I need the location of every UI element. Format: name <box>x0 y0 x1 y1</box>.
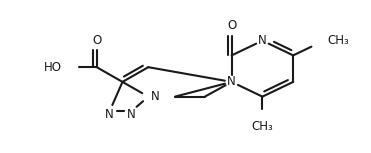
Text: CH₃: CH₃ <box>252 120 273 133</box>
Text: O: O <box>92 34 101 47</box>
Text: HO: HO <box>44 61 62 74</box>
Text: CH₃: CH₃ <box>327 34 349 47</box>
Text: N: N <box>258 34 267 47</box>
Text: O: O <box>227 19 236 32</box>
Text: N: N <box>227 75 236 88</box>
Text: N: N <box>105 108 114 121</box>
Text: N: N <box>127 108 136 121</box>
Text: N: N <box>151 90 160 103</box>
